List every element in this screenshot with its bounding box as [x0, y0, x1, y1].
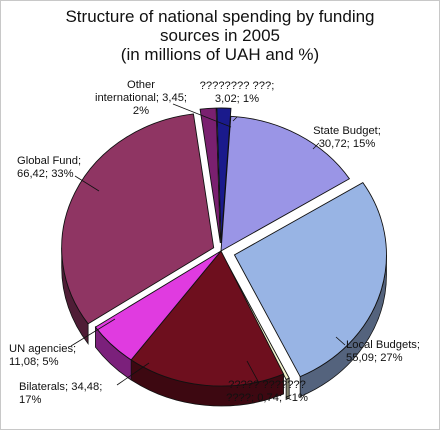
leader-line	[70, 318, 116, 347]
slice-label-text: 3,02; 1%	[215, 93, 259, 105]
slice-label-text: Bilaterals; 34,48;	[19, 381, 102, 393]
pie-slice-local-budgets	[233, 182, 387, 378]
pie-slice-un-agencies	[94, 250, 222, 361]
chart-title-line-2: sources in 2005	[159, 26, 281, 45]
slice-label: UN agencies;11,08; 5%	[9, 318, 116, 368]
slice-label-text: ????; 0,74; <1%	[226, 392, 308, 404]
pie-slice-unnamed	[223, 256, 290, 381]
slice-labels: ???????? ???;3,02; 1% State Budget;30,72;…	[9, 79, 420, 406]
slice-label-text: Global Fund;	[17, 155, 81, 167]
leader-line	[74, 175, 100, 192]
slice-label-text: State Budget;	[313, 125, 381, 137]
slice-label-text: ????? ???????	[228, 379, 306, 391]
chart-title-line-1: Structure of national spending by fundin…	[65, 7, 375, 26]
slice-label-text: 66,42; 33%	[17, 168, 74, 180]
pie-slice-other-international	[199, 107, 221, 244]
leader-line	[246, 360, 260, 384]
pie-slice-bilaterals	[130, 250, 285, 387]
pie-slice-global-fund	[61, 113, 215, 325]
slice-label: Local Budgets;55,09; 27%	[335, 336, 420, 364]
slice-label-text: 55,09; 27%	[346, 352, 403, 364]
slice-label-text: UN agencies;	[9, 343, 76, 355]
slice-label-text: Other	[127, 79, 155, 91]
slice-label: ????? ???????????; 0,74; <1%	[226, 360, 308, 404]
slice-label: Bilaterals; 34,48;17%	[19, 362, 150, 406]
leader-line	[232, 116, 238, 122]
leader-line	[116, 362, 150, 386]
slice-label-text: 17%	[19, 394, 41, 406]
slice-label: State Budget;30,72; 15%	[312, 125, 381, 150]
slice-label-text: ???????? ???;	[200, 80, 275, 92]
chart-title-line-3: (in millions of UAH and %)	[120, 45, 320, 64]
slice-label: ???????? ???;3,02; 1%	[200, 80, 275, 122]
slice-label-text: Local Budgets;	[346, 339, 420, 351]
slice-label-text: international; 3,45;	[95, 92, 187, 104]
pie-slice-unnamed	[216, 107, 232, 244]
slice-label-text: 2%	[133, 105, 149, 117]
pie-slice-state-budget	[220, 115, 351, 252]
leader-line	[335, 336, 346, 346]
chart-title: Structure of national spending by fundin…	[1, 7, 439, 64]
slice-label-text: 30,72; 15%	[319, 138, 376, 150]
pie-slices	[61, 107, 387, 387]
leader-line	[172, 103, 232, 128]
slice-label: Global Fund;66,42; 33%	[17, 155, 100, 192]
slice-label-text: 11,08; 5%	[9, 356, 59, 368]
leader-line	[312, 142, 320, 150]
